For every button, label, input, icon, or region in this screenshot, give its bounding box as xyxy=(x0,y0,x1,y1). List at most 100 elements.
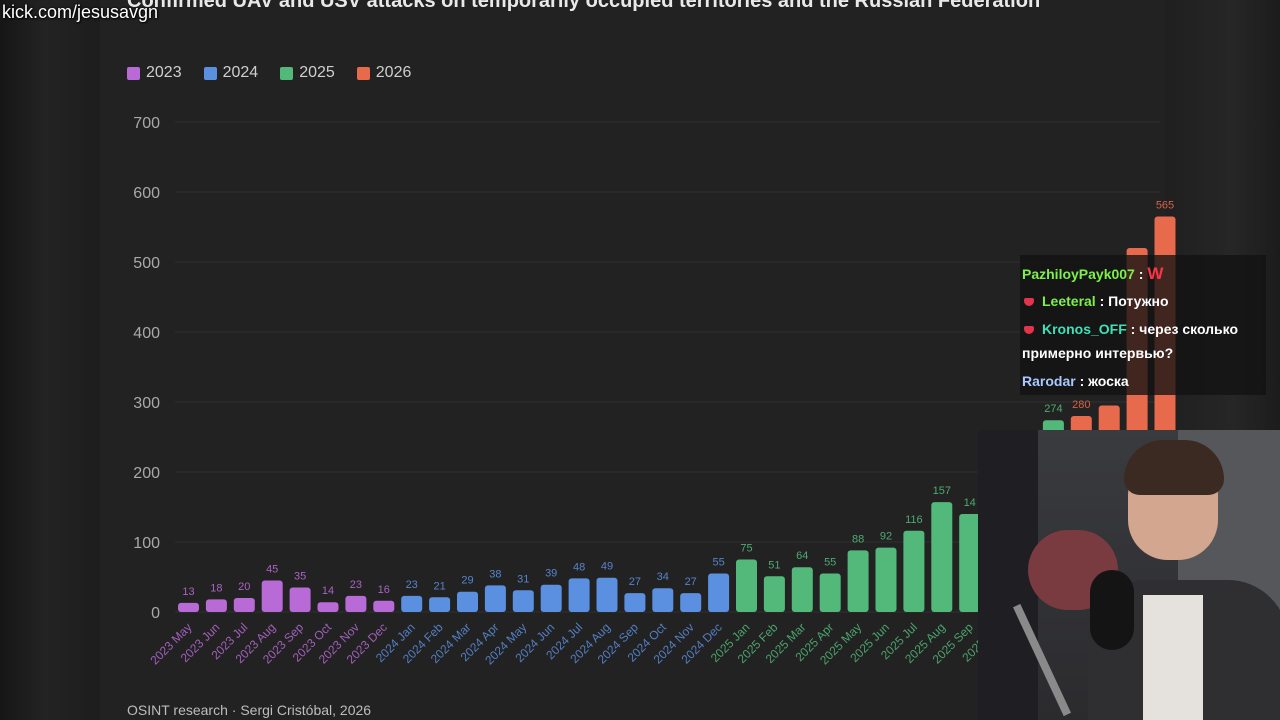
data-label: 565 xyxy=(1156,200,1174,212)
bar[interactable] xyxy=(596,577,618,612)
bar[interactable] xyxy=(959,514,981,612)
data-label: 27 xyxy=(629,576,641,588)
bar[interactable] xyxy=(903,530,925,612)
data-label: 27 xyxy=(685,576,697,588)
data-label: 34 xyxy=(657,571,669,583)
data-label: 23 xyxy=(350,579,362,591)
data-label: 51 xyxy=(768,559,780,571)
bar[interactable] xyxy=(178,602,199,612)
data-label: 31 xyxy=(517,573,529,585)
chat-username[interactable]: Leeteral xyxy=(1042,293,1096,309)
chart-title: Confirmed UAV and USV attacks on tempora… xyxy=(127,0,1041,12)
y-tick-label: 500 xyxy=(133,255,160,272)
bar[interactable] xyxy=(512,590,534,612)
data-label: 35 xyxy=(294,571,306,583)
chat-text: через сколько примерно интервью? xyxy=(1022,321,1239,361)
subscriber-badge-icon xyxy=(1024,298,1034,307)
data-label: 92 xyxy=(880,531,892,543)
bar[interactable] xyxy=(401,595,423,612)
legend-label-2024: 2024 xyxy=(222,64,259,81)
data-label: 64 xyxy=(796,550,808,562)
data-label: 23 xyxy=(406,579,418,591)
bar[interactable] xyxy=(261,580,283,613)
data-label: 274 xyxy=(1044,403,1062,415)
chat-message: Kronos_OFF : через сколько примерно инте… xyxy=(1022,321,1239,361)
legend-label-2025: 2025 xyxy=(299,64,335,81)
data-label: 157 xyxy=(933,485,951,497)
data-label: 49 xyxy=(601,561,613,573)
legend-item-2025[interactable]: 2025 xyxy=(280,64,335,82)
legend-item-2026[interactable]: 2026 xyxy=(356,64,412,82)
subscriber-badge-icon xyxy=(1024,326,1034,335)
data-label: 280 xyxy=(1072,399,1090,411)
bar[interactable] xyxy=(875,547,897,612)
y-tick-label: 400 xyxy=(133,325,160,342)
chat-text: Потужно xyxy=(1108,293,1169,309)
streamer-hair xyxy=(1124,440,1224,495)
chart-source: OSINT research · Sergi Cristóbal, 2026 xyxy=(127,702,372,718)
bar[interactable] xyxy=(680,593,702,612)
bar[interactable] xyxy=(568,578,590,612)
data-label: 55 xyxy=(712,557,724,569)
microphone xyxy=(1090,570,1134,650)
webcam-overlay xyxy=(978,430,1280,720)
bar[interactable] xyxy=(429,597,451,612)
bar[interactable] xyxy=(289,587,311,613)
bar[interactable] xyxy=(233,598,255,612)
bar[interactable] xyxy=(373,600,395,612)
data-label: 14 xyxy=(322,585,334,597)
data-label: 21 xyxy=(433,580,445,592)
bar[interactable] xyxy=(540,584,562,612)
bar[interactable] xyxy=(791,567,813,612)
bar[interactable] xyxy=(708,573,730,613)
chat-message: Leeteral : Потужно xyxy=(1022,289,1169,313)
chart-legend: 2023 2024 2025 2026 xyxy=(127,64,411,82)
legend-swatch-2023 xyxy=(127,66,140,80)
y-tick-label: 0 xyxy=(151,605,160,622)
bar[interactable] xyxy=(763,576,785,612)
bar[interactable] xyxy=(624,593,646,612)
stream-watermark: kick.com/jesusavgn xyxy=(2,2,159,22)
bar[interactable] xyxy=(205,599,227,612)
bar[interactable] xyxy=(484,585,506,612)
data-label: 18 xyxy=(210,582,222,594)
legend-swatch-2024 xyxy=(203,66,217,80)
legend-item-2024[interactable]: 2024 xyxy=(203,64,259,82)
bar[interactable] xyxy=(931,502,953,612)
bar[interactable] xyxy=(317,602,339,612)
data-label: 20 xyxy=(238,581,250,593)
legend-label-2026: 2026 xyxy=(375,64,412,81)
bar[interactable] xyxy=(847,550,869,612)
y-tick-label: 600 xyxy=(133,185,160,202)
legend-item-2023[interactable]: 2023 xyxy=(127,64,182,82)
chat-text: жоска xyxy=(1088,373,1129,389)
chat-username[interactable]: PazhiloyPayk007 xyxy=(1022,266,1135,282)
data-label: 45 xyxy=(266,564,278,576)
legend-swatch-2025 xyxy=(280,66,294,80)
data-label: 116 xyxy=(905,514,923,526)
bar[interactable] xyxy=(652,588,674,612)
data-label: 16 xyxy=(378,584,390,596)
streamer-shirt xyxy=(1143,595,1203,720)
bar[interactable] xyxy=(457,591,478,612)
data-label: 29 xyxy=(461,575,473,587)
bar[interactable] xyxy=(736,559,757,613)
data-label: 39 xyxy=(545,568,557,580)
bar[interactable] xyxy=(345,595,367,612)
data-label: 88 xyxy=(852,533,864,545)
legend-swatch-2026 xyxy=(356,66,370,80)
data-label: 38 xyxy=(489,568,501,580)
bar[interactable] xyxy=(819,573,841,613)
data-label: 75 xyxy=(740,543,752,555)
data-label: 13 xyxy=(182,586,194,598)
data-label: 48 xyxy=(573,561,585,573)
background-left xyxy=(0,0,100,720)
y-tick-label: 700 xyxy=(133,115,160,132)
chat-message: Rarodar : жоска xyxy=(1022,373,1129,389)
chat-username[interactable]: Kronos_OFF xyxy=(1042,321,1127,337)
y-tick-label: 200 xyxy=(133,465,160,482)
chat-username[interactable]: Rarodar xyxy=(1022,373,1076,389)
chat-message: PazhiloyPayk007 : W xyxy=(1022,264,1164,283)
chat-text: W xyxy=(1147,264,1164,283)
data-label: 55 xyxy=(824,557,836,569)
